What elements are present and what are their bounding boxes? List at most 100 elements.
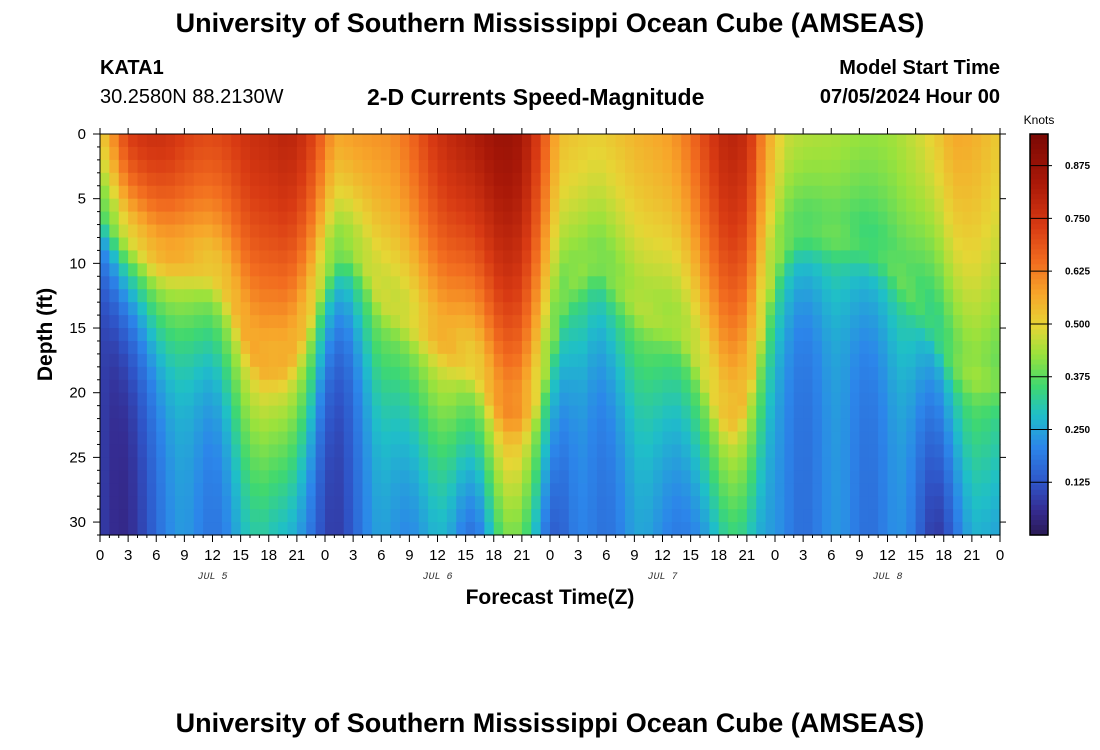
heatmap-cell <box>268 289 279 303</box>
heatmap-cell <box>821 224 832 239</box>
heatmap-cell <box>371 366 382 381</box>
heatmap-cell <box>971 237 982 252</box>
heatmap-cell <box>446 289 457 303</box>
heatmap-cell <box>296 302 307 316</box>
heatmap-cell <box>268 263 279 277</box>
heatmap-cell <box>165 509 176 523</box>
heatmap-cell <box>428 146 439 161</box>
heatmap-cell <box>296 418 307 433</box>
heatmap-cell <box>446 522 457 536</box>
heatmap-cell <box>475 379 485 394</box>
heatmap-cell <box>100 185 110 200</box>
heatmap-cell <box>868 276 879 290</box>
heatmap-cell <box>906 392 917 407</box>
heatmap-cell <box>371 172 382 187</box>
heatmap-cell <box>915 340 926 355</box>
heatmap-cell <box>231 302 242 316</box>
heatmap-cell <box>428 405 439 420</box>
heatmap-cell <box>943 340 954 355</box>
heatmap-cell <box>859 224 870 239</box>
heatmap-cell <box>793 146 804 161</box>
colorbar-tick-label: 0.500 <box>1065 319 1090 330</box>
heatmap-cell <box>493 496 504 510</box>
heatmap-cell <box>990 444 1001 458</box>
heatmap-cell <box>662 276 673 290</box>
heatmap-cell <box>175 522 185 536</box>
heatmap-cell <box>728 237 739 252</box>
heatmap-cell <box>493 379 504 394</box>
heatmap-cell <box>896 483 907 497</box>
heatmap-cell <box>390 289 401 303</box>
heatmap-cell <box>540 250 551 264</box>
heatmap-cell <box>456 379 467 394</box>
heatmap-cell <box>831 198 842 213</box>
heatmap-cell <box>521 198 532 213</box>
heatmap-cell <box>962 315 973 329</box>
heatmap-cell <box>531 302 542 316</box>
heatmap-cell <box>990 172 1001 187</box>
heatmap-cell <box>109 250 120 264</box>
heatmap-cell <box>756 470 767 484</box>
heatmap-cell <box>925 198 935 213</box>
heatmap-cell <box>878 159 889 174</box>
heatmap-cell <box>934 134 945 148</box>
heatmap-cell <box>278 289 289 303</box>
heatmap-cell <box>671 276 682 290</box>
heatmap-cell <box>175 185 185 200</box>
heatmap-cell <box>250 185 260 200</box>
heatmap-cell <box>625 470 635 484</box>
heatmap-cell <box>737 470 748 484</box>
colorbar-segment <box>1030 254 1048 260</box>
heatmap-cell <box>859 276 870 290</box>
colorbar-segment <box>1030 369 1048 376</box>
heatmap-cell <box>512 366 523 381</box>
heatmap-cell <box>953 457 964 471</box>
heatmap-cell <box>128 470 139 484</box>
heatmap-cell <box>343 211 354 226</box>
heatmap-cell <box>287 224 298 239</box>
heatmap-cell <box>737 185 748 200</box>
heatmap-cell <box>418 496 429 510</box>
heatmap-cell <box>587 172 598 187</box>
heatmap-cell <box>390 211 401 226</box>
heatmap-cell <box>203 134 214 148</box>
heatmap-cell <box>203 509 214 523</box>
heatmap-cell <box>578 444 589 458</box>
heatmap-cell <box>428 250 439 264</box>
heatmap-cell <box>671 172 682 187</box>
heatmap-cell <box>259 509 270 523</box>
heatmap-cell <box>925 172 935 187</box>
heatmap-cell <box>540 198 551 213</box>
heatmap-cell <box>193 315 204 329</box>
heatmap-cell <box>906 418 917 433</box>
heatmap-cell <box>521 457 532 471</box>
heatmap-cell <box>203 457 214 471</box>
heatmap-cell <box>296 379 307 394</box>
heatmap-cell <box>100 211 110 226</box>
heatmap-cell <box>512 315 523 329</box>
heatmap-cell <box>840 328 851 342</box>
heatmap-cell <box>409 276 420 290</box>
heatmap-cell <box>784 418 795 433</box>
heatmap-cell <box>212 496 223 510</box>
heatmap-cell <box>812 224 823 239</box>
heatmap-cell <box>231 457 242 471</box>
heatmap-cell <box>840 185 851 200</box>
heatmap-cell <box>400 250 410 264</box>
heatmap-cell <box>728 224 739 239</box>
heatmap-cell <box>700 509 710 523</box>
heatmap-cell <box>887 483 898 497</box>
heatmap-cell <box>100 224 110 239</box>
heatmap-cell <box>625 302 635 316</box>
heatmap-cell <box>531 224 542 239</box>
heatmap-cell <box>887 224 898 239</box>
heatmap-cell <box>709 392 720 407</box>
heatmap-cell <box>728 289 739 303</box>
heatmap-cell <box>887 263 898 277</box>
heatmap-cell <box>990 328 1001 342</box>
heatmap-cell <box>371 315 382 329</box>
heatmap-cell <box>625 496 635 510</box>
heatmap-cell <box>700 250 710 264</box>
heatmap-cell <box>428 159 439 174</box>
heatmap-cell <box>868 328 879 342</box>
